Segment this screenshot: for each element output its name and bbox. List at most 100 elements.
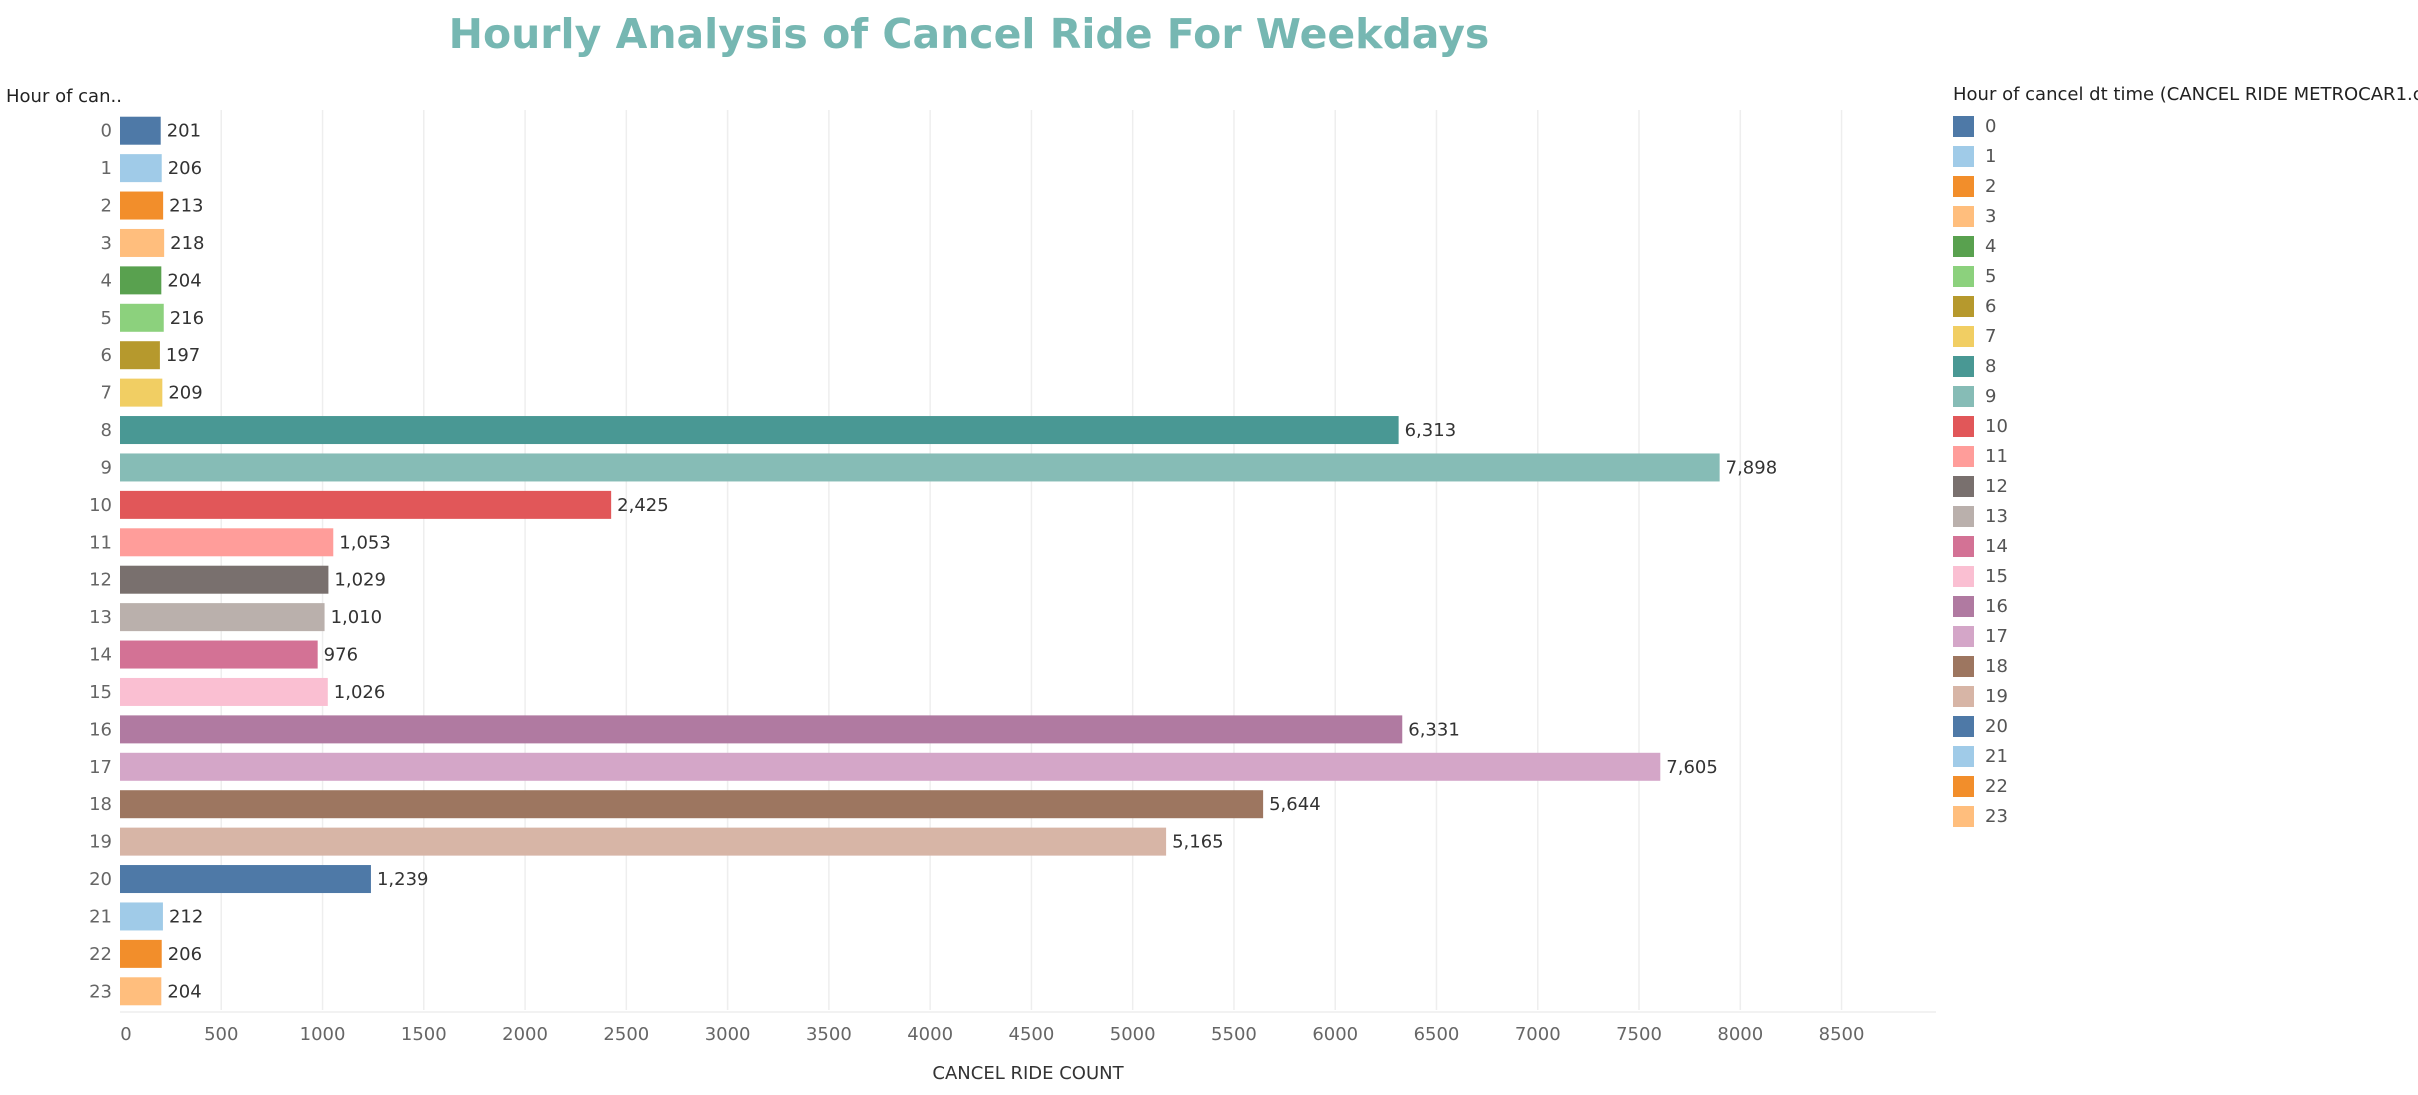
x-tick-label: 5000 — [1110, 1024, 1156, 1045]
bar-value-label: 206 — [168, 944, 202, 965]
legend-label: 2 — [1985, 175, 1997, 197]
legend-swatch — [1953, 175, 1974, 197]
bar[interactable] — [120, 865, 371, 894]
legend-item[interactable]: 18 — [1953, 651, 2413, 681]
legend-swatch — [1953, 445, 1974, 467]
bar-value-label: 218 — [170, 233, 204, 254]
bar[interactable] — [120, 977, 162, 1006]
legend-item[interactable]: 2 — [1953, 171, 2413, 201]
legend-item[interactable]: 14 — [1953, 531, 2413, 561]
legend-swatch — [1953, 565, 1974, 587]
bar-chart: 2012062132182042161972096,3137,8982,4251… — [89, 110, 1936, 1084]
bar[interactable] — [120, 640, 318, 669]
legend-swatch — [1953, 265, 1974, 287]
x-tick-label: 1500 — [401, 1024, 447, 1045]
legend-item[interactable]: 7 — [1953, 321, 2413, 351]
legend-swatch — [1953, 655, 1974, 677]
legend-item[interactable]: 1 — [1953, 141, 2413, 171]
bar-value-label: 1,029 — [334, 570, 386, 591]
legend-item[interactable]: 20 — [1953, 711, 2413, 741]
bar[interactable] — [120, 154, 162, 183]
bar[interactable] — [120, 715, 1403, 744]
category-label: 12 — [89, 570, 112, 591]
legend-label: 8 — [1985, 355, 1997, 377]
bar[interactable] — [120, 116, 161, 145]
category-label: 14 — [89, 645, 112, 666]
legend-item[interactable]: 4 — [1953, 231, 2413, 261]
bar[interactable] — [120, 902, 163, 931]
legend-item[interactable]: 13 — [1953, 501, 2413, 531]
legend-swatch — [1953, 595, 1974, 617]
bar[interactable] — [120, 228, 165, 257]
bar[interactable] — [120, 303, 164, 332]
legend-item[interactable]: 23 — [1953, 801, 2413, 831]
bar[interactable] — [120, 378, 163, 407]
legend-swatch — [1953, 475, 1974, 497]
category-label: 10 — [89, 495, 112, 516]
bar[interactable] — [120, 490, 612, 519]
legend-label: 13 — [1985, 505, 2008, 527]
category-label: 23 — [89, 981, 112, 1002]
legend-label: 4 — [1985, 235, 1997, 257]
legend-title: Hour of cancel dt time (CANCEL RIDE METR… — [1953, 84, 2418, 105]
bar-value-label: 5,165 — [1172, 832, 1224, 853]
legend-item[interactable]: 16 — [1953, 591, 2413, 621]
category-label: 20 — [89, 869, 112, 890]
legend-swatch — [1953, 415, 1974, 437]
bar[interactable] — [120, 191, 164, 220]
category-label: 19 — [89, 832, 112, 853]
bar[interactable] — [120, 827, 1167, 856]
x-tick-label: 2500 — [603, 1024, 649, 1045]
legend-label: 19 — [1985, 685, 2008, 707]
legend-item[interactable]: 22 — [1953, 771, 2413, 801]
x-tick-label: 7500 — [1616, 1024, 1662, 1045]
legend-item[interactable]: 15 — [1953, 561, 2413, 591]
legend-item[interactable]: 9 — [1953, 381, 2413, 411]
gridlines — [220, 110, 1843, 1010]
legend-swatch — [1953, 805, 1974, 827]
legend-label: 23 — [1985, 805, 2008, 827]
bar[interactable] — [120, 790, 1264, 819]
bar[interactable] — [120, 939, 162, 968]
legend-item[interactable]: 0 — [1953, 111, 2413, 141]
legend-label: 17 — [1985, 625, 2008, 647]
bar-value-label: 5,644 — [1269, 794, 1321, 815]
bar-value-label: 7,898 — [1726, 457, 1778, 478]
value-axis: 0 500 1000 1500 2000 2500 3000 3500 4000 4500 5000… — [120, 1011, 1936, 1045]
legend-label: 12 — [1985, 475, 2008, 497]
legend-item[interactable]: 6 — [1953, 291, 2413, 321]
legend-item[interactable]: 8 — [1953, 351, 2413, 381]
legend: Hour of cancel dt time (CANCEL RIDE METR… — [1953, 84, 2418, 831]
legend-item[interactable]: 19 — [1953, 681, 2413, 711]
bar[interactable] — [120, 603, 325, 632]
x-tick-label: 2000 — [502, 1024, 548, 1045]
legend-item[interactable]: 5 — [1953, 261, 2413, 291]
legend-item[interactable]: 11 — [1953, 441, 2413, 471]
bar[interactable] — [120, 416, 1399, 445]
legend-items: 0 1 2 3 4 5 6 7 8 9 10 11 12 13 14 15 16 17 18 19 20 21 22 23 — [1953, 111, 2413, 831]
legend-item[interactable]: 21 — [1953, 741, 2413, 771]
bar[interactable] — [120, 341, 160, 370]
legend-item[interactable]: 12 — [1953, 471, 2413, 501]
bar[interactable] — [120, 752, 1661, 781]
x-tick-label: 6000 — [1312, 1024, 1358, 1045]
legend-item[interactable]: 17 — [1953, 621, 2413, 651]
category-label: 16 — [89, 719, 112, 740]
bar[interactable] — [120, 677, 328, 706]
bar[interactable] — [120, 453, 1720, 482]
bar-value-label: 6,331 — [1408, 719, 1460, 740]
bar-value-label: 7,605 — [1666, 757, 1718, 778]
legend-item[interactable]: 10 — [1953, 411, 2413, 441]
bar[interactable] — [120, 565, 329, 594]
bar-value-label: 212 — [169, 906, 203, 927]
legend-item[interactable]: 3 — [1953, 201, 2413, 231]
legend-label: 6 — [1985, 295, 1997, 317]
legend-swatch — [1953, 775, 1974, 797]
x-tick-label: 8500 — [1819, 1024, 1865, 1045]
bar-value-label: 976 — [324, 645, 358, 666]
bar-value-label: 204 — [167, 270, 201, 291]
bar-value-label: 206 — [168, 158, 202, 179]
bar[interactable] — [120, 528, 334, 557]
bar[interactable] — [120, 266, 162, 295]
x-tick-label: 4500 — [1009, 1024, 1055, 1045]
